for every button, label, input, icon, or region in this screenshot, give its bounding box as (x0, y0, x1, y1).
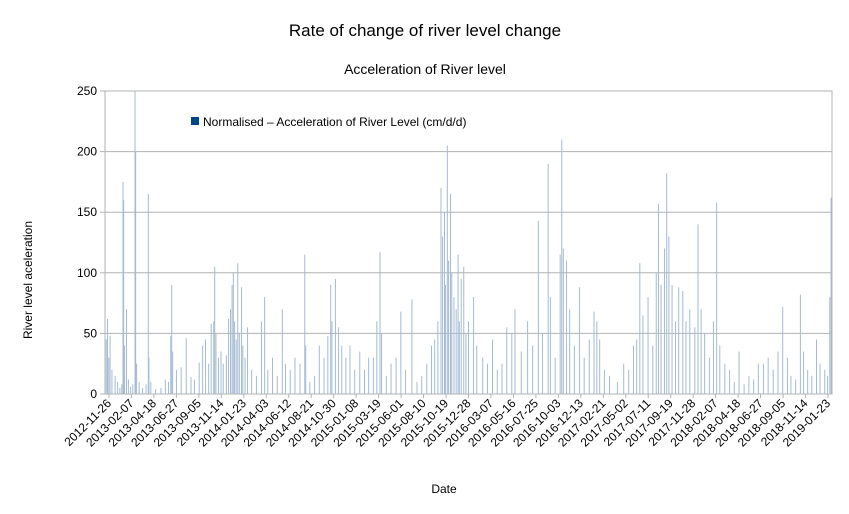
y-tick-label: 0 (90, 387, 97, 401)
chart-subtitle: Acceleration of River level (344, 61, 506, 77)
y-tick-label: 150 (77, 205, 97, 219)
y-tick-label: 250 (77, 84, 97, 98)
plot-area-border (104, 90, 833, 395)
legend: Normalised – Acceleration of River Level… (191, 115, 466, 129)
data-bars (105, 91, 832, 394)
y-tick-label: 50 (84, 326, 98, 340)
y-axis-label: River level aceleration (21, 221, 35, 339)
x-axis-label: Date (431, 482, 457, 496)
legend-key (191, 117, 199, 125)
y-tick-label: 100 (77, 266, 97, 280)
y-tick-labels: 0 50 100 150 200 250 (77, 84, 105, 401)
x-tick-labels: 2012-11-262013-02-072013-04-182013-06-27… (61, 394, 833, 450)
legend-label: Normalised – Acceleration of River Level… (203, 115, 466, 129)
chart-title: Rate of change of river level change (289, 21, 561, 40)
y-tick-label: 200 (77, 145, 97, 159)
